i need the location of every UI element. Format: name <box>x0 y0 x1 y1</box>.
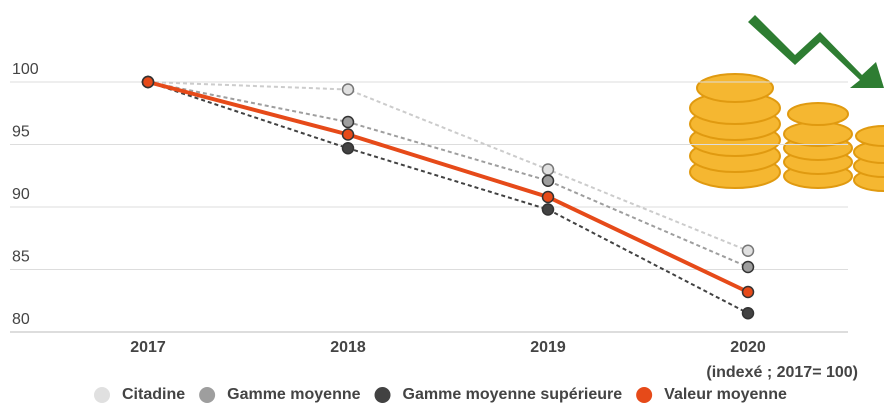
data-point <box>343 117 354 128</box>
y-tick-label: 90 <box>12 186 30 203</box>
legend-marker <box>199 387 215 403</box>
data-point <box>743 262 754 273</box>
data-point <box>343 84 354 95</box>
series-line <box>148 82 748 267</box>
data-point <box>343 143 354 154</box>
series-line <box>148 82 748 292</box>
x-tick-label: 2018 <box>330 339 366 356</box>
data-point <box>743 308 754 319</box>
data-point <box>543 192 554 203</box>
legend-marker <box>375 387 391 403</box>
data-point <box>343 129 354 140</box>
coins-illustration <box>690 15 884 191</box>
legend-marker <box>94 387 110 403</box>
chart: 80 85 90 95 100 2017 2018 2019 2020 (indexé ; 201… <box>0 0 884 403</box>
note: (indexé ; 2017= 100) <box>706 364 858 381</box>
legend-marker <box>636 387 652 403</box>
data-point <box>743 245 754 256</box>
x-tick-label: 2019 <box>530 339 566 356</box>
data-point <box>543 204 554 215</box>
x-tick-label: 2020 <box>730 339 766 356</box>
y-tick-label: 85 <box>12 249 30 266</box>
legend-label: Citadine <box>122 386 185 403</box>
y-tick-label: 95 <box>12 124 30 141</box>
data-point <box>543 175 554 186</box>
legend-label: Gamme moyenne supérieure <box>403 386 623 403</box>
data-point <box>543 164 554 175</box>
page: 80 85 90 95 100 2017 2018 2019 2020 (indexé ; 201… <box>0 0 884 403</box>
series-line <box>148 82 748 313</box>
x-tick-label: 2017 <box>130 339 166 356</box>
legend-label: Valeur moyenne <box>664 386 787 403</box>
y-tick-label: 80 <box>12 311 30 328</box>
legend-label: Gamme moyenne <box>227 386 360 403</box>
data-point <box>143 77 154 88</box>
y-tick-label: 100 <box>12 61 39 78</box>
data-point <box>743 287 754 298</box>
